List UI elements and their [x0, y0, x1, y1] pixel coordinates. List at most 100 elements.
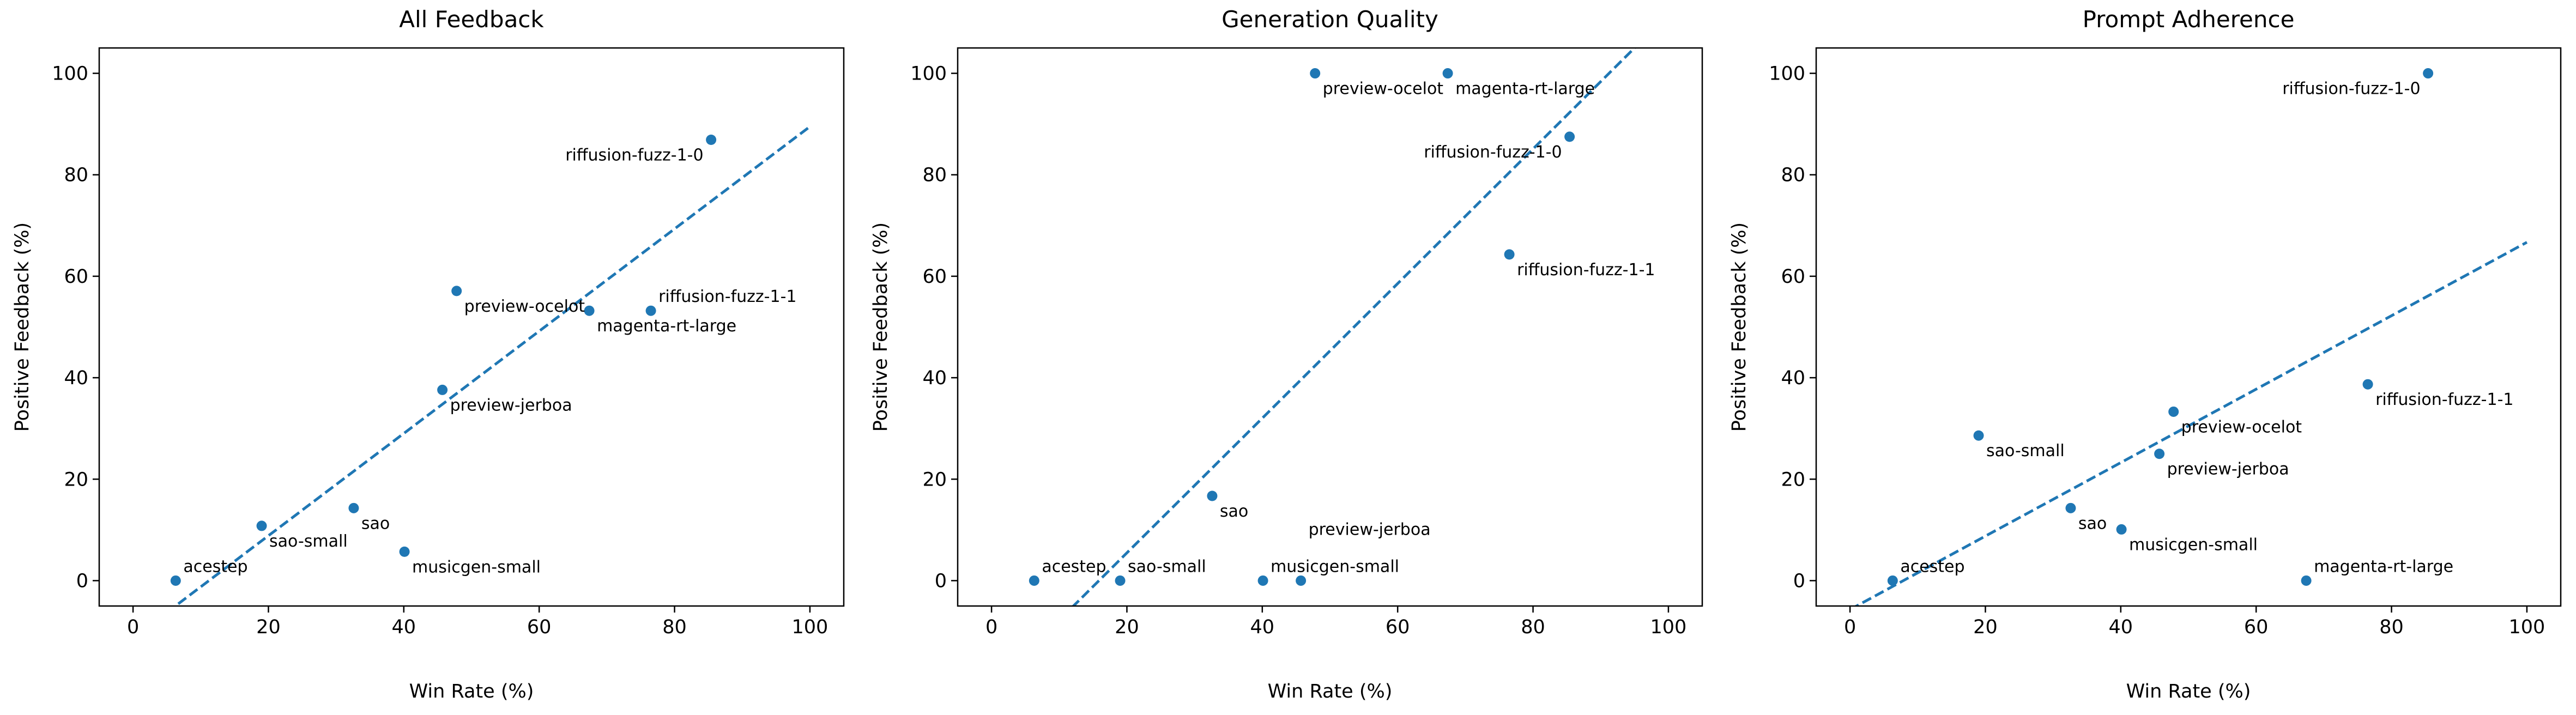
point-label: magenta-rt-large	[597, 317, 736, 336]
x-tick-label: 40	[392, 616, 416, 638]
chart-panel: Prompt Adherence 0 20 40 60 80 100 0 20 40 60 80 100…	[1728, 6, 2562, 702]
y-tick-label: 100	[910, 63, 947, 85]
x-tick-label: 100	[2509, 616, 2545, 638]
data-point	[1115, 575, 1126, 586]
data-point	[584, 305, 595, 316]
x-tick-label: 100	[1650, 616, 1687, 638]
data-point	[2301, 575, 2312, 586]
point-label: preview-jerboa	[1309, 520, 1431, 539]
point-label: preview-jerboa	[450, 396, 572, 415]
data-point	[1973, 430, 1984, 441]
point-label: riffusion-fuzz-1-0	[565, 146, 703, 165]
chart-title: Prompt Adherence	[2083, 6, 2295, 33]
point-label: preview-ocelot	[1323, 80, 1444, 99]
x-tick-label: 80	[2379, 616, 2404, 638]
y-tick-label: 100	[1769, 63, 1805, 85]
data-point	[2065, 502, 2076, 513]
point-label: sao-small	[1986, 441, 2065, 460]
x-tick-label: 20	[1115, 616, 1139, 638]
point-label: preview-ocelot	[464, 297, 585, 316]
data-point	[437, 384, 448, 395]
x-tick-label: 80	[662, 616, 687, 638]
data-point	[645, 305, 656, 316]
y-tick-label: 100	[52, 63, 88, 85]
data-point	[1207, 490, 1218, 501]
point-label: musicgen-small	[412, 558, 541, 577]
point-label: preview-jerboa	[2167, 460, 2289, 479]
point-label: acestep	[1042, 557, 1106, 576]
point-label: riffusion-fuzz-1-0	[2282, 80, 2420, 99]
point-label: sao	[2078, 514, 2107, 533]
y-tick-label: 80	[1781, 165, 1805, 186]
x-tick-label: 20	[1973, 616, 1998, 638]
point-label: preview-ocelot	[2181, 417, 2302, 437]
y-tick-label: 60	[922, 266, 947, 288]
trend-line	[1853, 241, 2528, 606]
y-axis-label: Positive Feedback (%)	[870, 222, 892, 432]
point-label: riffusion-fuzz-1-1	[2375, 390, 2513, 409]
axes-frame	[957, 47, 1703, 607]
point-label: acestep	[1900, 557, 1964, 576]
data-point	[1257, 575, 1268, 586]
data-point	[2154, 449, 2165, 459]
data-point	[1029, 575, 1039, 586]
y-tick-label: 20	[64, 469, 88, 490]
point-label: magenta-rt-large	[2314, 557, 2453, 576]
x-tick-label: 0	[127, 616, 139, 638]
data-point	[1887, 575, 1898, 586]
x-axis-label: Win Rate (%)	[1268, 681, 1393, 702]
y-tick-label: 0	[935, 570, 947, 592]
point-label: sao-small	[269, 532, 348, 551]
data-point	[399, 546, 410, 557]
point-label: sao-small	[1128, 557, 1206, 576]
x-axis-label: Win Rate (%)	[409, 681, 534, 702]
point-label: magenta-rt-large	[1455, 80, 1595, 99]
data-point	[1564, 131, 1575, 142]
y-tick-label: 0	[1793, 570, 1805, 592]
point-label: sao	[1220, 502, 1248, 521]
chart-panel: All Feedback 0 20 40 60 80 100 0 20 40 60 80 100 Win …	[11, 6, 845, 702]
chart-title: Generation Quality	[1222, 6, 1438, 33]
y-axis-label: Positive Feedback (%)	[11, 222, 33, 432]
data-point	[1504, 249, 1515, 260]
x-tick-label: 0	[1844, 616, 1856, 638]
point-label: riffusion-fuzz-1-1	[658, 287, 796, 306]
y-tick-label: 40	[1781, 367, 1805, 389]
point-label: riffusion-fuzz-1-0	[1424, 143, 1562, 162]
axes-frame	[98, 47, 845, 607]
data-point	[1310, 68, 1321, 79]
data-point	[2168, 406, 2179, 417]
x-axis-label: Win Rate (%)	[2126, 681, 2251, 702]
data-point	[451, 286, 462, 296]
point-label: sao	[361, 514, 390, 533]
y-tick-label: 60	[1781, 266, 1805, 288]
x-tick-label: 20	[256, 616, 281, 638]
data-point	[170, 575, 181, 586]
y-tick-label: 0	[76, 570, 88, 592]
x-tick-label: 60	[2244, 616, 2269, 638]
y-axis-label: Positive Feedback (%)	[1728, 222, 1750, 432]
data-point	[2362, 379, 2373, 390]
data-point	[2116, 524, 2127, 535]
trend-line	[1071, 48, 1637, 606]
y-tick-label: 40	[922, 367, 947, 389]
point-label: musicgen-small	[2129, 535, 2258, 554]
data-point	[348, 502, 359, 513]
chart-title: All Feedback	[399, 6, 544, 33]
x-tick-label: 80	[1521, 616, 1545, 638]
y-tick-label: 20	[922, 469, 947, 490]
data-point	[1296, 575, 1307, 586]
x-tick-label: 60	[1386, 616, 1410, 638]
x-tick-label: 40	[1250, 616, 1275, 638]
x-tick-label: 0	[985, 616, 997, 638]
y-tick-label: 80	[922, 165, 947, 186]
data-point	[1442, 68, 1453, 79]
data-point	[256, 520, 267, 531]
y-tick-label: 40	[64, 367, 88, 389]
data-point	[2423, 68, 2434, 79]
point-label: riffusion-fuzz-1-1	[1517, 260, 1655, 280]
point-label: musicgen-small	[1271, 557, 1399, 576]
x-tick-label: 40	[2109, 616, 2133, 638]
point-label: acestep	[183, 557, 247, 576]
